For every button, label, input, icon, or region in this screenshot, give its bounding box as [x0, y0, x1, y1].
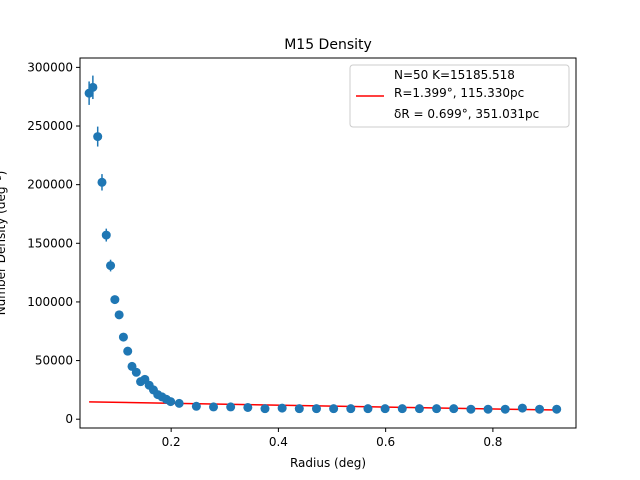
- data-point: [209, 402, 219, 412]
- data-point: [101, 230, 111, 240]
- data-point: [114, 310, 124, 320]
- data-point: [432, 404, 442, 414]
- data-point: [110, 295, 120, 305]
- chart-title: M15 Density: [284, 37, 372, 53]
- data-point: [93, 132, 103, 142]
- data-point: [260, 404, 270, 414]
- data-point: [483, 404, 493, 414]
- legend: N=50 K=15185.518 R=1.399°, 115.330pc δR …: [349, 64, 570, 128]
- data-point: [294, 404, 304, 414]
- data-point: [131, 367, 141, 377]
- y-axis-label: Number Density (deg⁻²): [0, 171, 8, 316]
- data-point: [414, 404, 424, 414]
- data-point: [311, 404, 321, 414]
- y-tick-label: 100000: [27, 295, 73, 309]
- data-point: [346, 404, 356, 414]
- data-point: [397, 404, 407, 414]
- x-tick-label: 0.4: [269, 435, 288, 449]
- data-point: [329, 404, 339, 414]
- data-point: [380, 404, 390, 414]
- x-axis: 0.2 0.4 0.6 0.8: [162, 428, 502, 449]
- data-point: [123, 346, 133, 356]
- data-point: [535, 404, 545, 414]
- legend-line-1: N=50 K=15185.518: [394, 68, 515, 82]
- y-tick-label: 0: [65, 412, 73, 426]
- x-tick-label: 0.6: [376, 435, 395, 449]
- data-point: [243, 402, 253, 412]
- data-point: [174, 398, 184, 408]
- data-point: [88, 82, 98, 92]
- y-tick-label: 50000: [35, 354, 73, 368]
- y-tick-label: 200000: [27, 178, 73, 192]
- data-point: [517, 403, 527, 413]
- x-axis-label: Radius (deg): [290, 456, 366, 470]
- data-point: [449, 404, 459, 414]
- y-axis: 0 50000 100000 150000 200000 250000 300000: [27, 60, 80, 426]
- x-tick-label: 0.2: [162, 435, 181, 449]
- legend-line-3: δR = 0.699°, 351.031pc: [394, 107, 539, 121]
- y-tick-label: 250000: [27, 119, 73, 133]
- y-tick-label: 150000: [27, 236, 73, 250]
- data-point: [552, 404, 562, 414]
- points-layer: [84, 75, 562, 414]
- data-point: [118, 332, 128, 342]
- data-point: [166, 397, 176, 407]
- data-point: [363, 404, 373, 414]
- y-tick-label: 300000: [27, 60, 73, 74]
- data-point: [466, 404, 476, 414]
- data-point: [106, 261, 116, 271]
- legend-line-2: R=1.399°, 115.330pc: [394, 86, 524, 100]
- data-point: [191, 401, 201, 411]
- data-point: [277, 403, 287, 413]
- legend-box: [349, 64, 570, 128]
- data-point: [500, 404, 510, 414]
- data-point: [97, 177, 107, 187]
- data-point: [226, 402, 236, 412]
- x-tick-label: 0.8: [483, 435, 502, 449]
